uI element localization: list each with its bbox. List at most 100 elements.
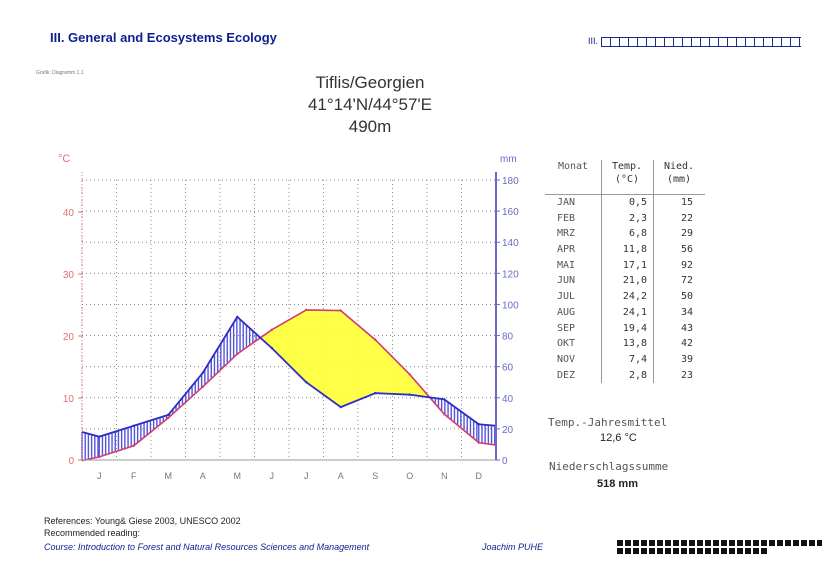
temp-tick-label: 30 (63, 270, 75, 281)
table-cell-temp: 21,0 (622, 275, 647, 287)
precipitation-point (98, 435, 101, 438)
precip-tick-label: 160 (502, 207, 519, 218)
chart-title-elevation: 490m (348, 117, 392, 136)
col-precip-label: Nied. (663, 161, 695, 172)
arid-area (263, 309, 432, 408)
table-cell-month: JUN (557, 275, 576, 287)
table-cell-precip: 72 (680, 275, 693, 287)
month-label: O (406, 471, 413, 481)
precipitation-point (443, 398, 446, 401)
precip-axis-label: mm (500, 154, 517, 165)
precipitation-point (374, 391, 377, 395)
table-cell-month: SEP (557, 322, 576, 334)
table-header: Monat Temp. (°C) Nied. (mm) (545, 160, 705, 195)
col-precip-unit: (mm) (666, 174, 692, 185)
temperature-point (443, 412, 446, 416)
table-cell-temp: 2,8 (628, 369, 647, 381)
author: Joachim PUHE (482, 542, 544, 552)
table-body: JAN 0,5 15 FEB 2,3 22 MRZ 6,8 29 APR 11,8 56 MAI 17,1… (545, 195, 705, 383)
temperature-point (374, 338, 377, 341)
table-cell-precip: 43 (680, 322, 693, 334)
table-row: MAI 17,1 92 (545, 258, 705, 274)
precipitation-point (339, 405, 342, 409)
month-label: J (304, 471, 309, 481)
table-cell-temp: 17,1 (622, 259, 647, 271)
table-row: OKT 13,8 42 (545, 336, 705, 352)
table-row: JUL 24,2 50 (545, 289, 705, 305)
temp-axis-label: °C (58, 153, 70, 165)
table-row: APR 11,8 56 (545, 242, 705, 258)
precipitation-point (236, 315, 239, 319)
table-cell-temp: 0,5 (628, 197, 647, 208)
col-precip: Nied. (mm) (653, 160, 705, 194)
table-cell-precip: 92 (680, 259, 693, 271)
axes: 0 20 40 60 80 100 120 140 160 180 0 10 20 30 40 J F M A M J J… (63, 172, 519, 481)
annual-temp-label: Temp.-Jahresmittel (548, 416, 668, 429)
series-lines (81, 308, 497, 462)
precipitation-point (305, 381, 308, 384)
col-temp-label: Temp. (611, 161, 643, 172)
hatching (81, 317, 496, 461)
table-cell-month: NOV (557, 353, 576, 365)
temperature-point (339, 309, 342, 312)
temperature-point (305, 308, 308, 312)
table-row: JUN 21,0 72 (545, 273, 705, 289)
annual-temp-value: 12,6 °C (600, 432, 637, 444)
table-cell-precip: 23 (680, 369, 693, 381)
table-divider (653, 160, 654, 384)
chart-title-station: Tiflis/Georgien (315, 73, 425, 92)
month-label: N (441, 471, 448, 481)
table-cell-month: JAN (557, 197, 576, 208)
table-cell-temp: 13,8 (622, 338, 647, 350)
table-cell-precip: 50 (680, 291, 693, 303)
month-label: M (234, 471, 242, 481)
col-temp: Temp. (°C) (601, 160, 653, 194)
table-cell-month: OKT (557, 338, 576, 350)
header-subtitle-text: III. (588, 36, 599, 46)
temperature-point (167, 416, 170, 420)
temperature-point (132, 444, 135, 447)
table-cell-month: AUG (557, 306, 576, 318)
climate-table: Monat Temp. (°C) Nied. (mm) JAN 0,5 15 FEB 2,3… (545, 160, 705, 384)
temp-tick-label: 20 (63, 332, 75, 343)
precipitation-point (201, 371, 204, 375)
table-cell-temp: 2,3 (628, 212, 647, 224)
table-cell-temp: 6,8 (628, 228, 647, 240)
table-row: JAN 0,5 15 (545, 195, 705, 211)
table-cell-month: DEZ (557, 369, 576, 381)
month-label: S (372, 471, 378, 481)
precipitation-point (408, 393, 411, 396)
temperature-point (98, 455, 101, 459)
precipitation-point (270, 346, 273, 350)
table-cell-precip: 29 (680, 228, 693, 240)
precip-tick-label: 140 (502, 238, 519, 249)
precip-tick-label: 180 (502, 176, 519, 187)
table-row: MRZ 6,8 29 (545, 226, 705, 242)
figure-caption: Grafik: Diagramm 1.1 (36, 70, 84, 76)
table-cell-month: MAI (557, 259, 576, 271)
temperature-point (236, 352, 239, 356)
table-cell-temp: 24,2 (622, 291, 647, 303)
temperature-point (270, 328, 273, 331)
table-cell-month: JUL (557, 291, 576, 303)
references: References: Young& Giese 2003, UNESCO 20… (44, 516, 241, 526)
annual-precip-value: 518 mm (597, 478, 638, 490)
precip-tick-label: 20 (502, 425, 514, 436)
table-row: AUG 24,1 34 (545, 305, 705, 321)
col-temp-unit: (°C) (614, 174, 640, 185)
header-subtitle: III. (588, 36, 802, 47)
precip-tick-label: 40 (502, 394, 514, 405)
table-cell-precip: 56 (680, 244, 693, 256)
month-label: F (131, 471, 137, 481)
precip-tick-label: 100 (502, 300, 519, 311)
table-row: FEB 2,3 22 (545, 211, 705, 227)
temperature-point (477, 441, 480, 444)
month-label: D (476, 471, 483, 481)
precipitation-point (132, 424, 135, 427)
table-cell-month: APR (557, 244, 576, 256)
temp-tick-label: 40 (63, 208, 75, 219)
table-row: NOV 7,4 39 (545, 352, 705, 368)
month-label: A (200, 471, 206, 481)
precipitation-point (477, 423, 480, 426)
